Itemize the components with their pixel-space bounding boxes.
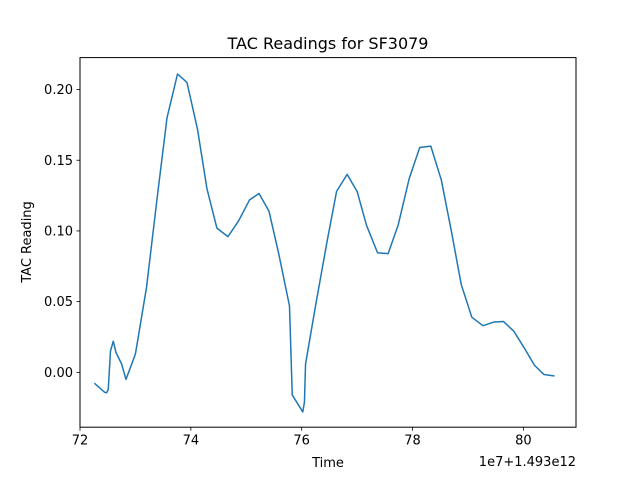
series-line-0 (93, 73, 555, 413)
x-tick-label: 80 (515, 434, 532, 449)
series-layer (93, 73, 555, 413)
x-axis-offset-label: 1e7+1.493e12 (479, 455, 576, 470)
y-tick-label: 0.00 (44, 366, 73, 381)
y-tick-label: 0.10 (44, 224, 73, 239)
y-tick-label: 0.20 (44, 83, 73, 98)
x-axis-label: Time (311, 456, 344, 471)
x-axis: 72 74 76 78 80 (72, 427, 532, 449)
y-axis-label: TAC Reading (20, 201, 35, 284)
x-tick-label: 72 (72, 434, 89, 449)
chart-title: TAC Readings for SF3079 (227, 34, 429, 53)
x-tick-label: 74 (183, 434, 200, 449)
x-tick-label: 76 (293, 434, 310, 449)
plot-frame (79, 57, 577, 428)
x-tick-label: 78 (404, 434, 421, 449)
y-axis: 0.00 0.05 0.10 0.15 0.20 (44, 83, 80, 381)
y-tick-label: 0.15 (44, 154, 73, 169)
y-tick-label: 0.05 (44, 295, 73, 310)
